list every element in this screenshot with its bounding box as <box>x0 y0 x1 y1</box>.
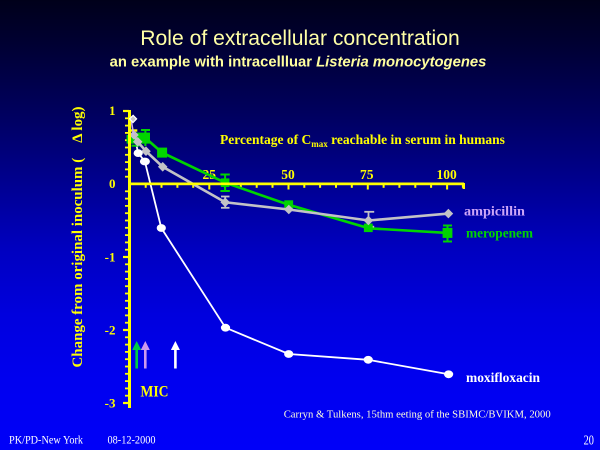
svg-text:-3: -3 <box>105 395 116 410</box>
svg-text:Role of extracellular concentr: Role of extracellular concentration <box>140 27 460 50</box>
svg-text:100: 100 <box>436 167 457 182</box>
svg-text:75: 75 <box>360 167 374 182</box>
svg-text:Change from original inoculum: Change from original inoculum ( Δ log) <box>70 106 86 367</box>
svg-text:08-12-2000: 08-12-2000 <box>108 432 156 446</box>
svg-text:0: 0 <box>109 176 116 191</box>
svg-text:moxifloxacin: moxifloxacin <box>466 371 540 386</box>
svg-text:ampicillin: ampicillin <box>464 205 525 220</box>
svg-text:20: 20 <box>584 433 594 448</box>
svg-text:MIC: MIC <box>141 384 169 401</box>
svg-text:Carryn & Tulkens, 15thm eeting: Carryn & Tulkens, 15thm eeting of the SB… <box>284 409 551 421</box>
svg-text:Percentage of Cmax reachable i: Percentage of Cmax reachable in serum in… <box>220 132 505 149</box>
svg-text:meropenem: meropenem <box>466 226 533 241</box>
svg-text:PK/PD-New York: PK/PD-New York <box>9 432 83 446</box>
svg-text:an example with intracellluar: an example with intracellluar Listeria m… <box>110 55 487 71</box>
svg-text:1: 1 <box>109 103 116 118</box>
svg-text:50: 50 <box>281 167 295 182</box>
svg-text:-2: -2 <box>105 322 116 337</box>
svg-text:-1: -1 <box>105 249 116 264</box>
